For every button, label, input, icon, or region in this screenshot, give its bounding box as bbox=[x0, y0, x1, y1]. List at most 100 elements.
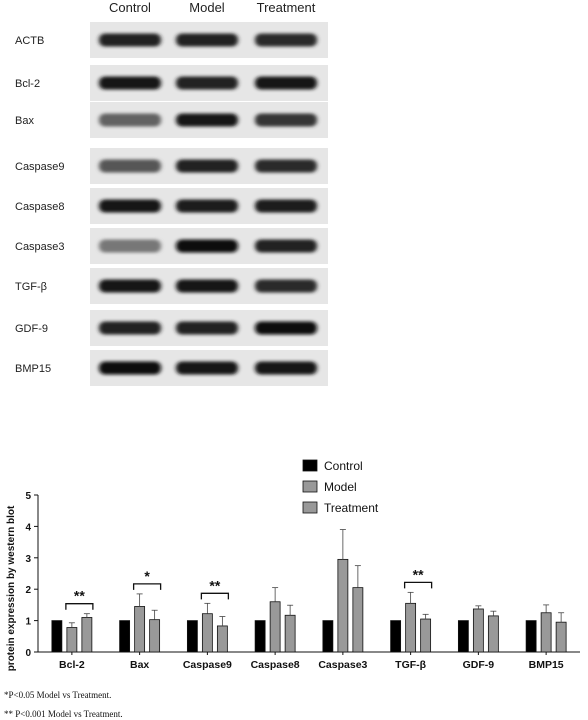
blot-band bbox=[176, 199, 238, 213]
western-blot-panel: Control Model Treatment ACTB Bcl-2 Bax Caspase… bbox=[15, 0, 328, 386]
bar-model bbox=[337, 558, 349, 653]
blot-row-label: GDF-9 bbox=[15, 323, 48, 335]
bar-control bbox=[457, 620, 469, 653]
y-tick-label: 4 bbox=[25, 522, 31, 533]
legend-swatch bbox=[302, 501, 318, 514]
x-tick-label: Caspase9 bbox=[183, 659, 232, 671]
blot-row-label: BMP15 bbox=[15, 363, 51, 375]
significance-label: ** bbox=[209, 577, 220, 593]
bar-model bbox=[134, 606, 146, 653]
blot-row: Caspase8 bbox=[15, 188, 328, 224]
bar-control bbox=[525, 620, 537, 653]
bar-control bbox=[186, 620, 198, 653]
y-tick-label: 5 bbox=[25, 491, 31, 502]
blot-band bbox=[176, 33, 238, 47]
x-tick-label: Caspase3 bbox=[318, 659, 367, 671]
blot-band bbox=[176, 76, 238, 90]
legend-swatch bbox=[302, 459, 318, 472]
bar-model bbox=[472, 608, 484, 653]
x-tick-label: Bax bbox=[130, 659, 149, 671]
significance-bracket: ** bbox=[403, 566, 433, 589]
blot-band bbox=[255, 279, 317, 293]
x-tick-label: GDF-9 bbox=[463, 659, 495, 671]
bar-treatment bbox=[352, 587, 364, 653]
blot-band bbox=[255, 113, 317, 127]
significance-bracket: ** bbox=[65, 588, 94, 610]
bar-model bbox=[540, 612, 552, 653]
lane-label-model: Model bbox=[189, 0, 225, 15]
bar-treatment bbox=[216, 625, 228, 653]
x-tick-label: Caspase8 bbox=[251, 659, 300, 671]
blot-band bbox=[99, 239, 161, 253]
blot-band bbox=[255, 239, 317, 253]
blot-row: TGF-β bbox=[15, 268, 328, 304]
blot-band bbox=[99, 321, 161, 335]
blot-band bbox=[176, 321, 238, 335]
footnote-significance-1: *P<0.05 Model vs Treatment. bbox=[4, 690, 112, 700]
blot-row: Bax bbox=[15, 102, 328, 138]
y-axis-label: protein expression by western blot bbox=[6, 505, 17, 671]
lane-label-control: Control bbox=[109, 0, 151, 15]
bar-treatment bbox=[420, 618, 432, 653]
footnote-significance-2: ** P<0.001 Model vs Treatment. bbox=[4, 709, 123, 719]
bar-treatment bbox=[487, 615, 499, 653]
x-tick-label: BMP15 bbox=[529, 659, 564, 671]
blot-band bbox=[99, 199, 161, 213]
blot-row-label: ACTB bbox=[15, 35, 44, 47]
blot-row: BMP15 bbox=[15, 350, 328, 386]
blot-band bbox=[99, 159, 161, 173]
y-tick-label: 2 bbox=[25, 585, 31, 596]
blot-band bbox=[176, 239, 238, 253]
blot-band bbox=[99, 279, 161, 293]
bracket-line bbox=[132, 583, 162, 590]
blot-row-label: Caspase3 bbox=[15, 241, 65, 253]
bar-control bbox=[254, 620, 266, 653]
significance-label: ** bbox=[74, 588, 85, 604]
blot-band bbox=[255, 33, 317, 47]
y-tick-label: 0 bbox=[25, 648, 31, 659]
bracket-line bbox=[403, 581, 433, 589]
blot-row-label: Bcl-2 bbox=[15, 78, 40, 90]
significance-bracket: * bbox=[132, 568, 162, 590]
significance-label: ** bbox=[413, 566, 424, 582]
significance-label: * bbox=[144, 568, 150, 584]
blot-row: Bcl-2 bbox=[15, 65, 328, 101]
legend-label: Control bbox=[324, 459, 363, 473]
bar-chart: protein expression by western blot 0 1 2 3 4 5… bbox=[6, 459, 580, 671]
y-tick-label: 1 bbox=[25, 617, 31, 628]
blot-row-label: Caspase9 bbox=[15, 161, 65, 173]
y-tick-label: 3 bbox=[25, 554, 31, 565]
bar-treatment bbox=[149, 619, 161, 653]
blot-band bbox=[99, 113, 161, 127]
blot-band bbox=[255, 159, 317, 173]
blot-band bbox=[255, 199, 317, 213]
bar-control bbox=[390, 620, 402, 653]
legend: Control Model Treatment bbox=[302, 459, 379, 515]
blot-band bbox=[99, 361, 161, 375]
bar-treatment bbox=[81, 617, 93, 653]
blot-row: Caspase3 bbox=[15, 228, 328, 264]
blot-row-label: Caspase8 bbox=[15, 201, 65, 213]
blot-band bbox=[255, 76, 317, 90]
blot-row: GDF-9 bbox=[15, 310, 328, 346]
blot-band bbox=[176, 159, 238, 173]
bar-control bbox=[119, 620, 131, 653]
blot-row: Caspase9 bbox=[15, 148, 328, 184]
blot-band bbox=[176, 113, 238, 127]
blot-band bbox=[176, 279, 238, 293]
x-tick-label: TGF-β bbox=[395, 659, 426, 671]
x-tick-label: Bcl-2 bbox=[59, 659, 85, 671]
blot-band bbox=[99, 76, 161, 90]
bar-control bbox=[51, 620, 63, 653]
blot-row: ACTB bbox=[15, 22, 328, 58]
bar-model bbox=[269, 601, 281, 653]
blot-band bbox=[255, 361, 317, 375]
legend-swatch bbox=[302, 480, 318, 493]
legend-label: Model bbox=[324, 480, 357, 494]
blot-band bbox=[255, 321, 317, 335]
bar-control bbox=[322, 620, 334, 653]
bar-treatment bbox=[284, 614, 296, 653]
bracket-line bbox=[65, 603, 94, 610]
blot-row-label: Bax bbox=[15, 115, 34, 127]
bar-model bbox=[66, 627, 78, 653]
